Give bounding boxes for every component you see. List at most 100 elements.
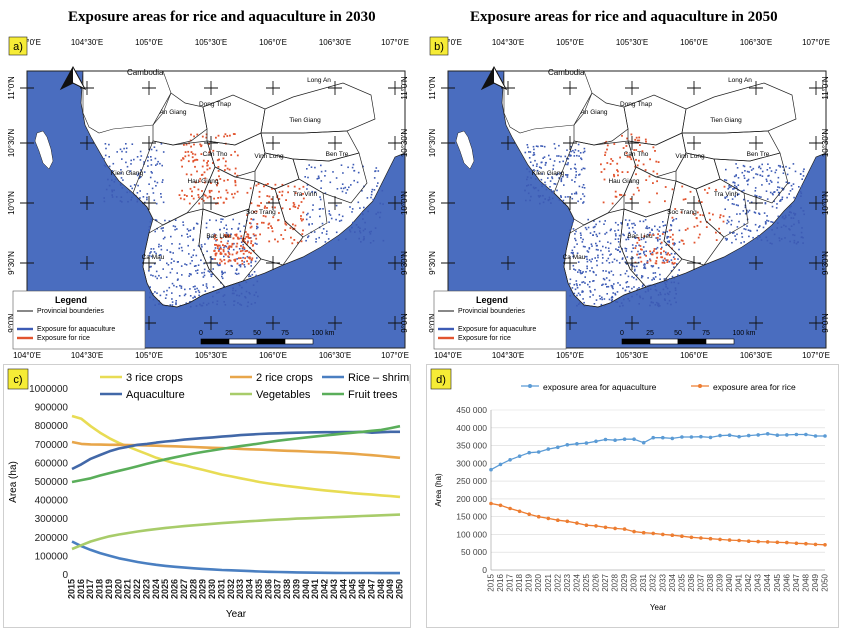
aquaculture-cell	[175, 300, 177, 302]
aquaculture-cell	[655, 301, 658, 304]
lat-tick-left: 11°0'N	[428, 76, 437, 99]
rice-cell	[300, 240, 303, 243]
aquaculture-cell	[178, 295, 181, 297]
aquaculture-cell	[752, 236, 754, 239]
aquaculture-cell	[581, 241, 584, 243]
north-arrow-fill-icon	[482, 67, 494, 89]
aquaculture-cell	[675, 293, 677, 295]
rice-cell	[226, 242, 229, 245]
rice-cell	[655, 252, 658, 255]
aquaculture-cell	[588, 259, 591, 261]
aquaculture-cell	[605, 259, 608, 262]
graticule-cross	[80, 256, 94, 270]
rice-cell	[232, 133, 235, 135]
aquaculture-cell	[136, 198, 139, 201]
aquaculture-cell	[541, 161, 543, 164]
aquaculture-cell	[766, 198, 769, 200]
aquaculture-cell	[580, 158, 583, 161]
aquaculture-cell	[582, 271, 584, 273]
data-point	[689, 535, 694, 540]
aquaculture-cell	[678, 241, 681, 243]
aquaculture-cell	[628, 219, 631, 222]
aquaculture-cell	[326, 230, 328, 233]
aquaculture-cell	[362, 213, 364, 216]
aquaculture-cell	[185, 302, 188, 304]
data-point	[823, 543, 827, 547]
aquaculture-cell	[727, 188, 729, 190]
aquaculture-cell	[218, 248, 220, 251]
aquaculture-cell	[556, 155, 558, 157]
rice-cell	[250, 242, 252, 245]
aquaculture-cell	[527, 184, 530, 186]
map-a-title: Exposure areas for rice and aquaculture …	[68, 9, 376, 25]
aquaculture-cell	[250, 303, 253, 305]
rice-cell	[201, 190, 203, 192]
x-tick-label: 2031	[216, 579, 226, 599]
aquaculture-cell	[166, 289, 168, 292]
aquaculture-cell	[230, 233, 232, 235]
aquaculture-cell	[603, 278, 606, 281]
aquaculture-cell	[727, 221, 730, 223]
aquaculture-cell	[582, 245, 585, 248]
rice-cell	[272, 216, 275, 219]
aquaculture-cell	[249, 292, 251, 295]
rice-cell	[632, 193, 635, 196]
aquaculture-cell	[631, 244, 634, 246]
aquaculture-cell	[581, 291, 583, 293]
data-point	[699, 434, 703, 439]
rice-cell	[227, 251, 230, 254]
aquaculture-cell	[790, 225, 793, 227]
rice-cell	[246, 233, 249, 236]
aquaculture-cell	[780, 226, 783, 228]
graticule-cross	[204, 196, 218, 210]
aquaculture-cell	[604, 233, 606, 235]
aquaculture-cell	[745, 228, 747, 231]
data-point	[651, 435, 655, 440]
aquaculture-cell	[600, 249, 602, 252]
aquaculture-cell	[778, 239, 781, 242]
aquaculture-cell	[616, 301, 619, 303]
aquaculture-cell	[130, 159, 132, 162]
aquaculture-cell	[247, 240, 249, 243]
aquaculture-cell	[238, 222, 241, 225]
rice-cell	[191, 195, 193, 197]
aquaculture-cell	[573, 246, 576, 248]
aquaculture-cell	[760, 239, 763, 241]
aquaculture-cell	[541, 173, 543, 175]
rice-cell	[228, 234, 231, 237]
aquaculture-cell	[542, 157, 544, 159]
aquaculture-cell	[540, 167, 542, 169]
aquaculture-cell	[133, 194, 136, 197]
rice-cell	[663, 262, 666, 264]
aquaculture-cell	[222, 286, 225, 288]
aquaculture-cell	[626, 270, 628, 272]
rice-cell	[262, 221, 265, 224]
legend-box	[12, 290, 146, 350]
rice-cell	[213, 197, 215, 200]
aquaculture-cell	[750, 201, 753, 204]
aquaculture-cell	[306, 184, 309, 186]
aquaculture-cell	[305, 239, 307, 242]
x-tick-label: 2035	[254, 579, 264, 599]
aquaculture-cell	[743, 228, 745, 230]
aquaculture-cell	[573, 155, 576, 157]
rice-cell	[206, 196, 209, 199]
rice-cell	[236, 262, 239, 265]
rice-cell	[243, 247, 246, 249]
rice-cell	[250, 225, 253, 228]
aquaculture-cell	[732, 232, 734, 234]
lon-tick-bottom: 105°30'E	[195, 351, 227, 360]
data-point	[527, 450, 531, 455]
aquaculture-cell	[159, 254, 162, 256]
aquaculture-cell	[196, 223, 199, 225]
phu-quoc-island	[455, 130, 475, 170]
rice-cell	[268, 240, 271, 243]
aquaculture-cell	[193, 226, 195, 229]
aquaculture-cell	[152, 274, 154, 277]
aquaculture-cell	[362, 165, 364, 168]
graticule-cross	[266, 196, 280, 210]
aquaculture-cell	[616, 249, 619, 251]
rice-cell	[300, 219, 303, 222]
aquaculture-cell	[163, 290, 165, 293]
aquaculture-cell	[529, 151, 532, 153]
